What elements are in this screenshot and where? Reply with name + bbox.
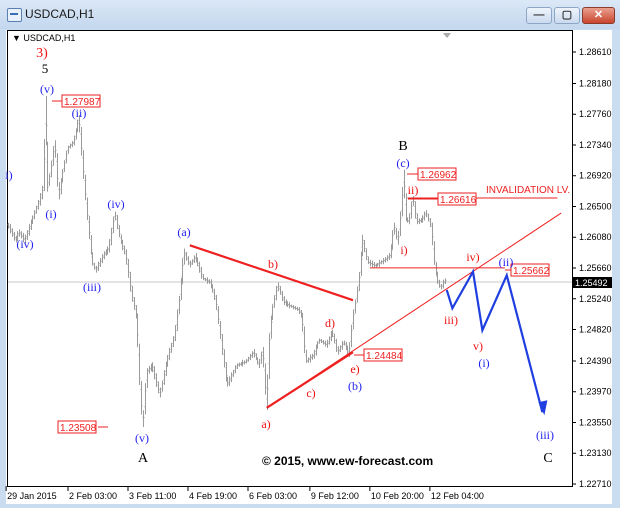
y-tick-label: 1.28180 [579,78,612,88]
x-tick-label: 29 Jan 2015 [7,491,57,501]
x-tick-label: 6 Feb 03:00 [249,491,297,501]
y-tick-label: 1.24820 [579,325,612,335]
wave-label: C [543,451,552,466]
wave-label: a) [261,417,270,431]
wave-label: c) [306,386,315,400]
y-tick-label: 1.23970 [579,387,612,397]
wave-label: 3) [36,46,48,61]
y-tick-label: 1.24390 [579,356,612,366]
wave-label: 5 [42,61,49,76]
wave-label: (iv) [107,197,124,211]
wave-label: (iii) [536,428,554,442]
price-label-value: 1.23508 [60,423,97,434]
y-tick-label: 1.28610 [579,47,612,57]
wave-label: iv) [466,250,479,264]
price-label-value: 1.25662 [513,266,550,277]
price-label-value: 1.26616 [440,195,477,206]
x-tick-label: 3 Feb 11:00 [129,491,176,501]
wave-label: (ii) [72,106,87,120]
y-tick-label: 1.23550 [579,417,612,427]
wave-label: (v) [135,431,149,445]
window-titlebar: USDCAD,H1 — ▢ ✕ [0,0,620,29]
invalidation-level-label: INVALIDATION LV. [486,185,570,196]
minimize-icon: — [533,9,545,21]
wave-label: d) [325,316,335,330]
chart-symbol-header: ▼ USDCAD,H1 [12,33,75,43]
wave-label: (v) [40,82,54,96]
price-label-value: 1.27987 [64,97,101,108]
wave-label: b) [268,257,278,271]
wave-label: (i) [45,207,56,221]
wave-label: (iii) [83,280,101,294]
wave-label: v) [473,339,483,353]
forecast-wave-path [445,268,544,413]
y-tick-label: 1.27340 [579,140,612,150]
x-tick-label: 12 Feb 04:00 [431,491,484,501]
price-label-box [417,167,457,181]
wave-label: i) [5,168,12,182]
x-tick-label: 4 Feb 19:00 [189,491,237,501]
price-label-box [57,420,97,434]
y-tick-label: 1.25240 [579,294,612,304]
wave-label: (a) [177,225,190,239]
chart-window-icon [7,8,22,22]
wave-label: (ii) [499,255,514,269]
price-label-box [437,192,477,206]
copyright-text: © 2015, www.ew-forecast.com [262,454,433,468]
y-tick-label: 1.26920 [579,171,612,181]
wave-label: iii) [444,313,458,327]
current-price-value: 1.25492 [575,278,608,288]
wave-label: (iv) [16,237,33,251]
wave-label: e) [350,362,359,376]
wave-label: (b) [348,379,362,393]
trendline-triangle-support-extension[interactable] [266,212,562,409]
minimize-button[interactable]: — [526,7,552,24]
close-icon: ✕ [593,9,604,21]
wave-label: ii) [408,183,419,197]
y-tick-label: 1.26080 [579,232,612,242]
wave-label: A [138,451,149,466]
y-tick-label: 1.27760 [579,109,612,119]
price-label-box [61,94,101,108]
price-label-value: 1.24484 [366,351,403,362]
y-tick-label: 1.26500 [579,201,612,211]
trendline-b-line[interactable] [189,244,354,302]
y-tick-label: 1.22710 [579,479,612,489]
forecast-arrow-icon [538,400,548,416]
plot-area[interactable] [7,30,573,487]
y-tick-label: 1.23130 [579,448,612,458]
price-label-box [363,348,403,362]
maximize-icon: ▢ [561,9,573,21]
x-tick-label: 10 Feb 20:00 [371,491,424,501]
wave-label: i) [400,243,407,257]
chart-shift-marker-icon[interactable] [443,33,451,38]
price-label-value: 1.26962 [420,170,457,181]
close-button[interactable]: ✕ [582,7,615,24]
x-tick-label: 2 Feb 03:00 [69,491,117,501]
wave-label: B [398,139,407,154]
x-tick-label: 9 Feb 12:00 [311,491,359,501]
wave-label: (c) [396,156,409,170]
price-label-box [510,263,550,277]
current-price-badge [572,277,612,288]
window-title: USDCAD,H1 [25,7,95,21]
wave-label: (i) [478,356,489,370]
y-tick-label: 1.25660 [579,263,612,273]
maximize-button[interactable]: ▢ [554,7,580,24]
